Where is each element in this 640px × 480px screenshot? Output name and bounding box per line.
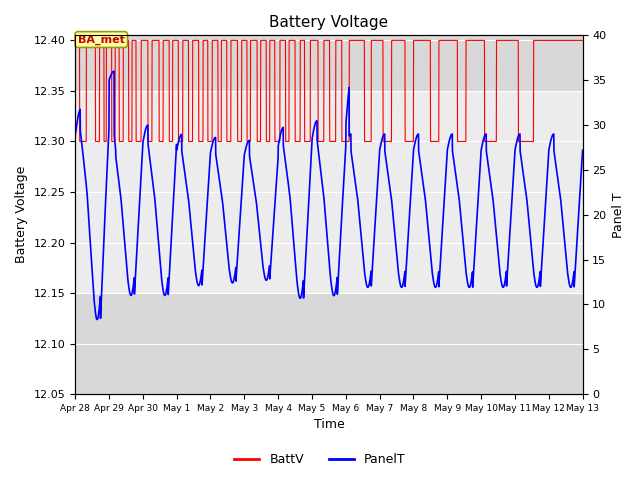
Y-axis label: Panel T: Panel T: [612, 192, 625, 238]
Y-axis label: Battery Voltage: Battery Voltage: [15, 166, 28, 264]
Legend: BattV, PanelT: BattV, PanelT: [229, 448, 411, 471]
Title: Battery Voltage: Battery Voltage: [269, 15, 388, 30]
X-axis label: Time: Time: [314, 419, 344, 432]
Text: BA_met: BA_met: [78, 35, 125, 45]
Bar: [75, 91, 582, 293]
